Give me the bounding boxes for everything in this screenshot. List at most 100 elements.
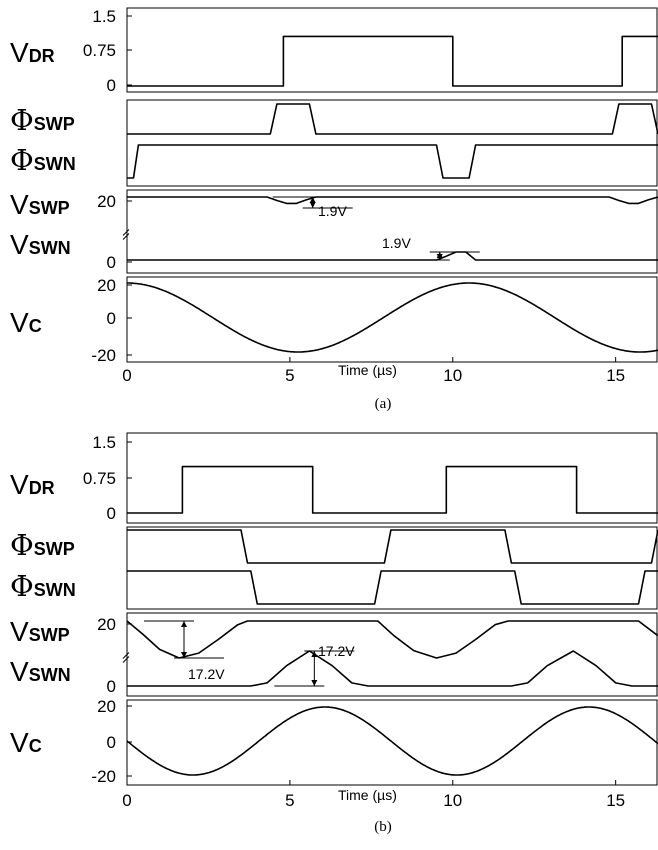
panel-v-swp: 20 VSWP 17.2V [10,615,658,682]
series-line-v-swp [126,620,658,659]
x-axis-title: Time (µs) [338,362,397,378]
panel-label-main: V [10,189,29,220]
panel-label-v-swn: VSWN [10,656,71,687]
x-tick-label: 10 [443,366,462,385]
panel-label-sub: SWN [29,238,71,258]
arrow-head [181,652,188,658]
x-tick-label: 5 [285,791,294,810]
y-tick-label: 0 [107,677,116,696]
panel-label-main: V [10,727,29,758]
annotation-label: 17.2V [188,666,225,682]
chart-b: 1.50.750VDRΦSWPΦSWN20VSWP17.2V0VSWN17.2V… [10,432,658,835]
y-tick-label: 0 [107,504,116,523]
panel-label-sub: SWP [29,198,70,218]
panel-label-v-dr: VDR [10,37,55,68]
series-line-v-dr [127,465,658,514]
annotation-label: 1.9V [382,235,411,251]
x-tick-label: 0 [122,366,131,385]
panel-label-v-c: VC [10,727,42,758]
panel-v-dr: 1.5 0.75 0 VDR [10,433,658,523]
panel-v-swn: 0 VSWN 17.2V [10,643,658,696]
panel-label-main: V [10,307,29,338]
annotation-label: 1.9V [318,203,347,219]
panel-label-sub: SWP [34,539,75,559]
annotation-label: 17.2V [318,643,355,659]
panel-v-c: 20 0 -20 VC [10,276,658,365]
panel-label-v-c: VC [10,307,42,338]
panel-label-sub: C [29,316,42,336]
panel-label-main: V [10,469,29,500]
annotation-v-swp: 17.2V [144,620,225,682]
y-tick-label: 0.75 [83,469,116,488]
y-tick-label: 20 [97,192,116,211]
panel-label-sub: SWN [34,154,76,174]
panel-label-sub: SWN [29,665,71,685]
panel-label-sub: SWN [34,580,76,600]
axis-break-mark [122,229,130,240]
x-tick-label: 0 [122,791,131,810]
panel-frame [126,7,658,93]
chart-caption: (b) [374,819,392,835]
y-tick-label: -20 [91,767,116,786]
panel-label-main: V [10,229,29,260]
y-tick-label: 1.5 [92,433,116,452]
series-line-v-c [127,282,658,353]
arrow-head [311,680,318,686]
panel-frame [126,432,658,524]
series-line-v-swn [127,650,658,687]
series-line-phi-swp [127,529,658,564]
panel-phi-swp: ΦSWP [10,103,658,137]
y-tick-label: -20 [91,346,116,365]
y-tick-label: 20 [97,615,116,634]
panel-label-main: Φ [10,569,34,603]
chart-caption: (a) [375,396,392,412]
panel-label-main: V [10,656,29,687]
panel-label-main: Φ [10,143,34,177]
panel-frame [126,276,658,363]
panel-label-main: V [10,37,29,68]
annotation-v-swn: 1.9V [382,235,480,261]
y-tick-label: 20 [97,697,116,716]
panel-v-c: 20 0 -20 VC [10,697,658,786]
panel-label-sub: DR [29,46,55,66]
panel-v-swn: 0 VSWN 1.9V [10,229,658,272]
y-tick-label: 20 [97,276,116,295]
panel-label-phi-swp: ΦSWP [10,528,75,562]
panel-label-phi-swn: ΦSWN [10,569,76,603]
x-tick-label: 5 [285,366,294,385]
panel-label-sub: C [29,736,42,756]
x-tick-label: 10 [443,791,462,810]
panel-frame [126,99,658,187]
arrow-head [309,202,316,208]
series-line-phi-swn [127,144,658,179]
panel-label-phi-swn: ΦSWN [10,143,76,177]
annotation-v-swn: 17.2V [274,643,355,687]
arrow-head [436,252,443,258]
y-tick-label: 0 [107,733,116,752]
panel-label-v-swn: VSWN [10,229,71,260]
arrow-head [311,651,318,657]
panel-label-sub: SWP [34,114,75,134]
panel-label-phi-swp: ΦSWP [10,103,75,137]
arrow-head [181,621,188,627]
x-tick-label: 15 [606,366,625,385]
panel-phi-swn: ΦSWN [10,143,658,179]
panel-label-v-swp: VSWP [10,616,70,647]
panel-phi-swn: ΦSWN [10,569,658,605]
panel-v-dr: 1.5 0.75 0 VDR [10,7,658,95]
series-line-phi-swp [127,103,658,135]
y-tick-label: 0 [107,253,116,272]
y-tick-label: 1.5 [92,7,116,26]
x-axis-title: Time (µs) [338,787,397,803]
series-line-phi-swn [127,570,658,605]
panel-phi-swp: ΦSWP [10,528,658,564]
x-tick-label: 15 [606,791,625,810]
panel-v-swp: 20 VSWP 1.9V [10,189,658,220]
axis-break-mark [122,652,130,663]
panel-label-main: Φ [10,103,34,137]
annotation-v-swp: 1.9V [272,196,353,219]
panel-label-sub: SWP [29,625,70,645]
y-tick-label: 0 [107,309,116,328]
y-tick-label: 0 [107,76,116,95]
